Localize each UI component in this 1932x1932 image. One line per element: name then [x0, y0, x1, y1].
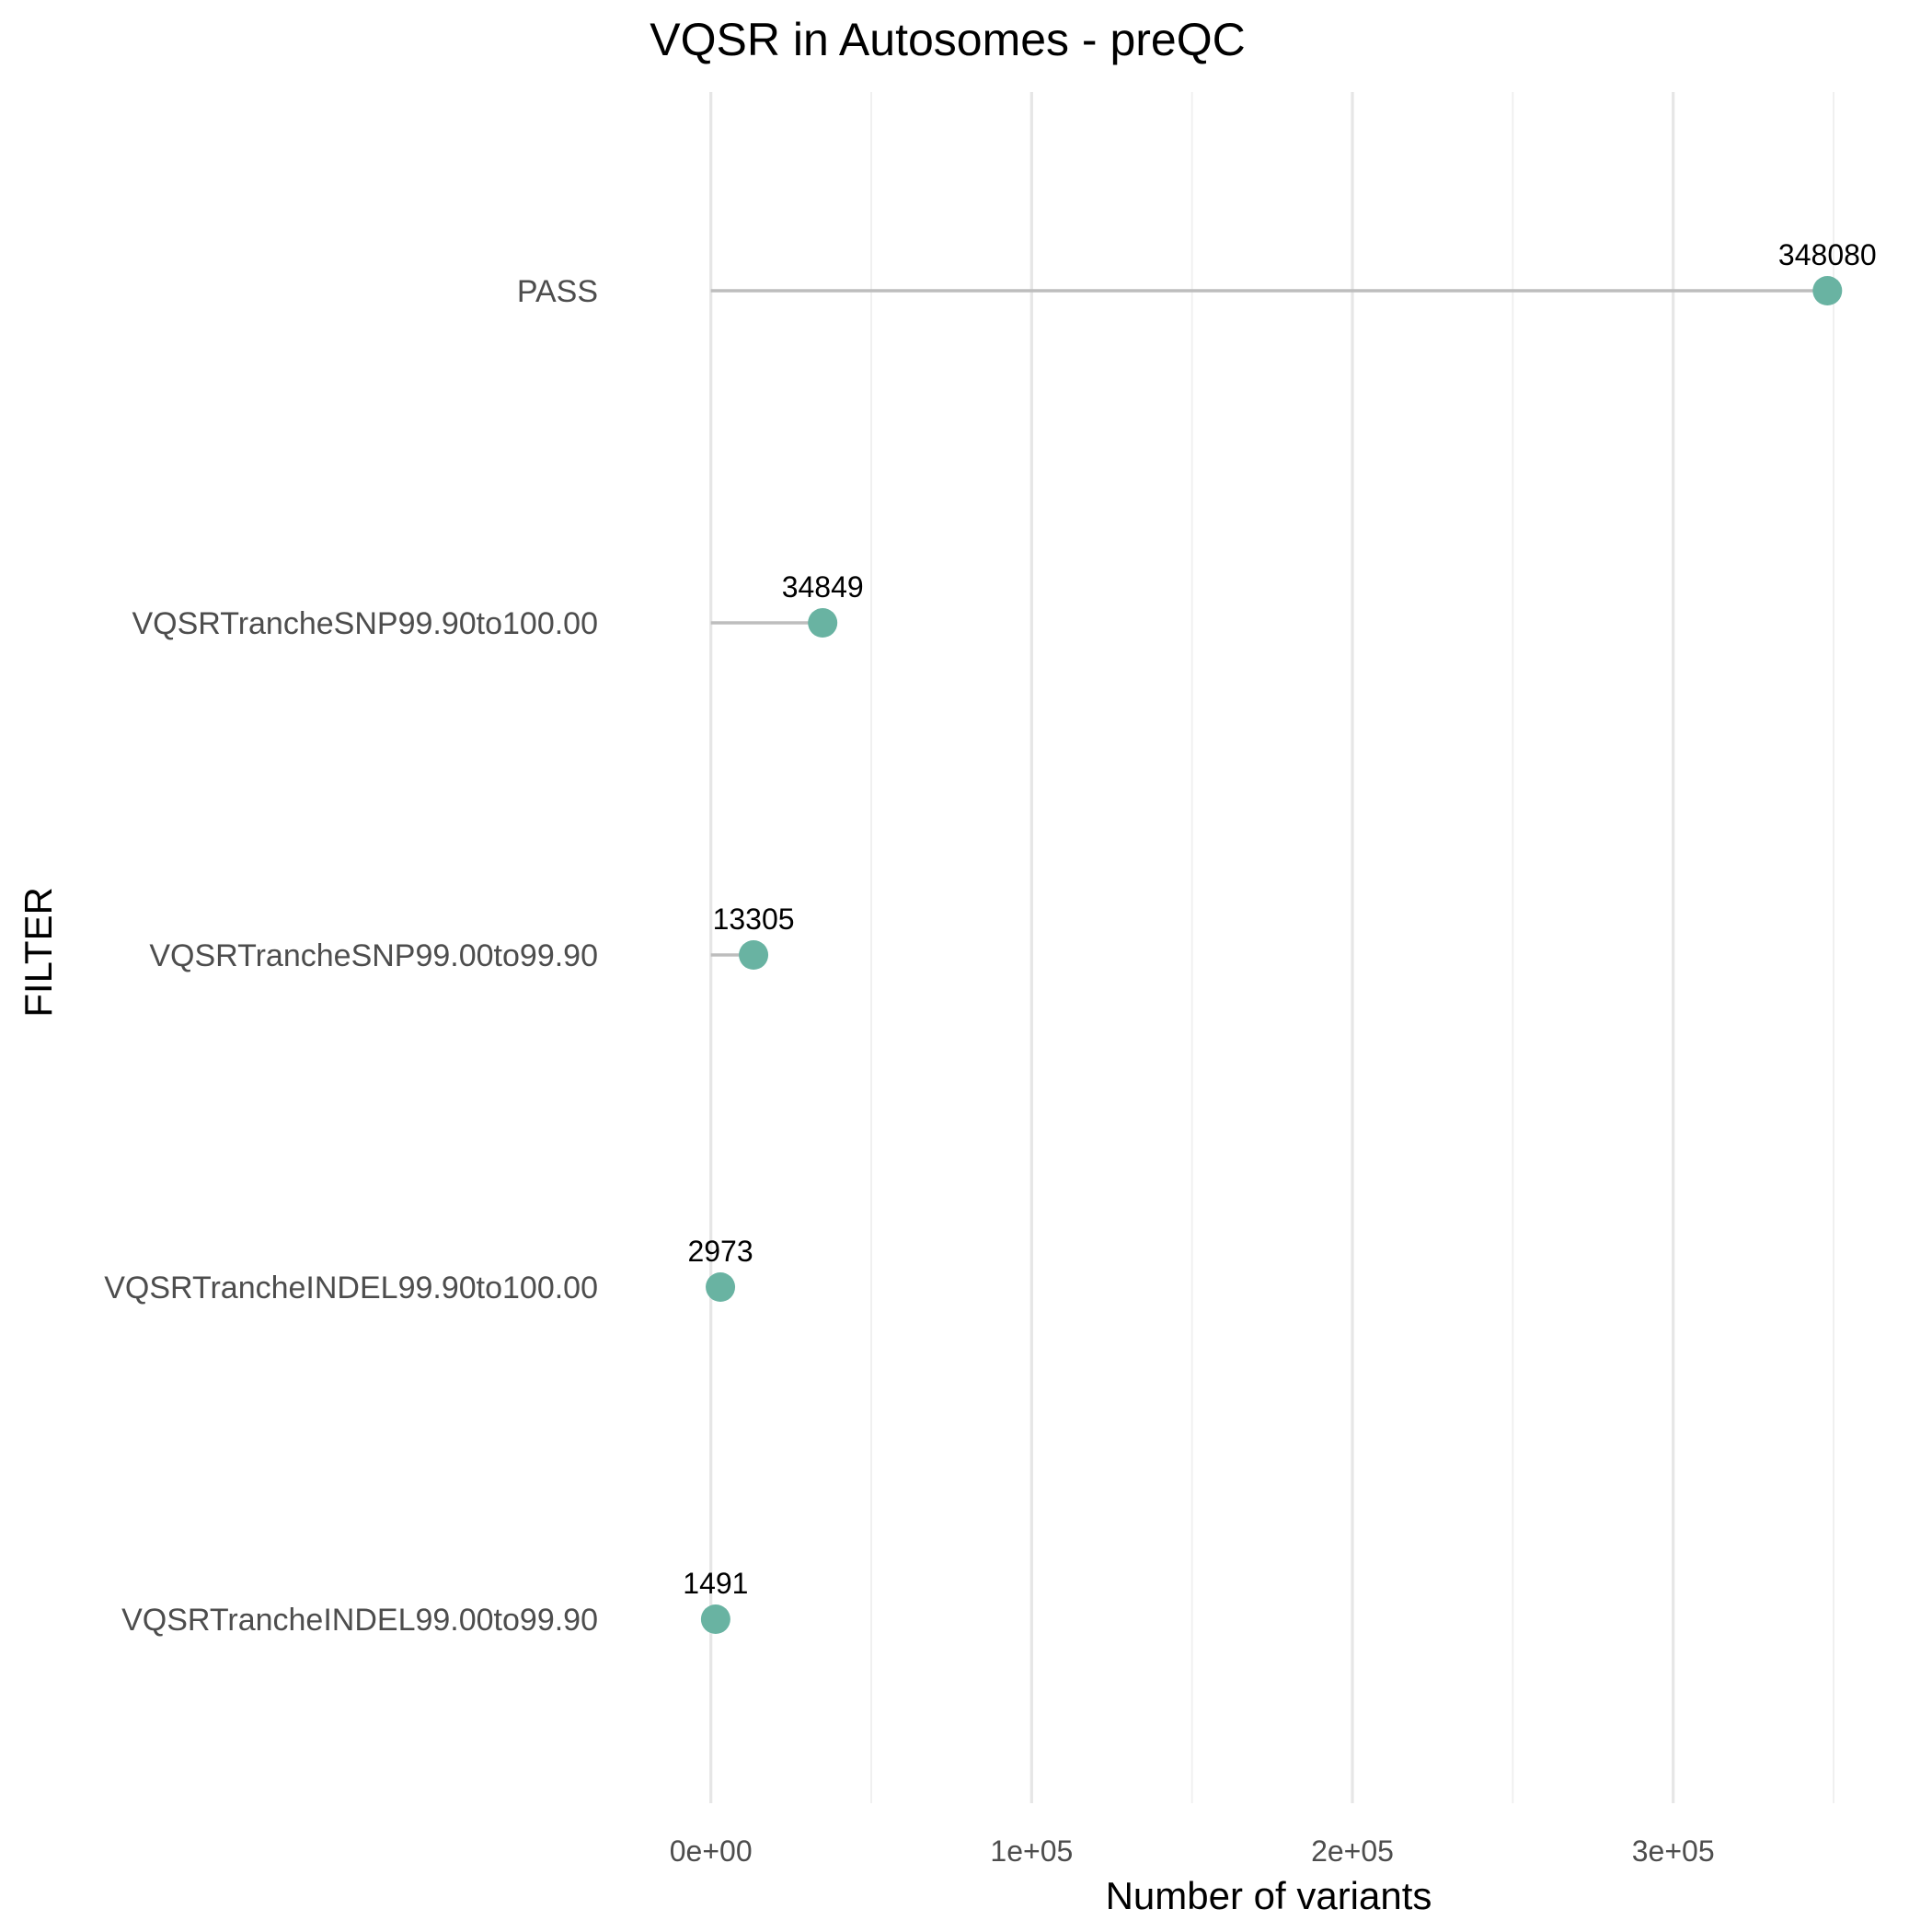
y-category-label: VQSRTrancheINDEL99.90to100.00	[104, 1271, 598, 1305]
chart-title: VQSR in Autosomes - preQC	[650, 14, 1245, 65]
y-category-label: VQSRTrancheSNP99.00to99.90	[149, 938, 598, 973]
y-category-label: VQSRTrancheSNP99.90to100.00	[132, 606, 598, 641]
point-layer	[700, 276, 1843, 1634]
data-value-label: 1491	[683, 1567, 748, 1600]
stem-layer	[710, 289, 1828, 1621]
y-axis-title: FILTER	[17, 887, 60, 1018]
grid-layer	[709, 92, 1834, 1803]
data-value-label: 348080	[1778, 238, 1877, 271]
x-tick-label: 3e+05	[1632, 1834, 1715, 1868]
x-tick-label: 0e+00	[670, 1834, 753, 1868]
axis-layer: 0e+00 1e+05 2e+05 3e+05 PASS VQSRTrancheSNP99…	[104, 274, 1714, 1868]
x-axis-title: Number of variants	[1106, 1874, 1432, 1917]
label-layer: 348080 34849 13305 2973 1491	[683, 238, 1876, 1600]
y-category-label: VQSRTrancheINDEL99.00to99.90	[121, 1603, 598, 1638]
data-point	[739, 940, 769, 970]
data-value-label: 34849	[782, 570, 864, 604]
data-point	[808, 608, 838, 638]
y-category-label: PASS	[517, 274, 598, 309]
data-point	[700, 1604, 730, 1634]
x-tick-label: 2e+05	[1311, 1834, 1394, 1868]
data-point	[1812, 276, 1843, 305]
data-point	[706, 1272, 736, 1302]
data-value-label: 13305	[713, 903, 795, 936]
data-value-label: 2973	[687, 1235, 753, 1268]
x-tick-label: 1e+05	[990, 1834, 1073, 1868]
